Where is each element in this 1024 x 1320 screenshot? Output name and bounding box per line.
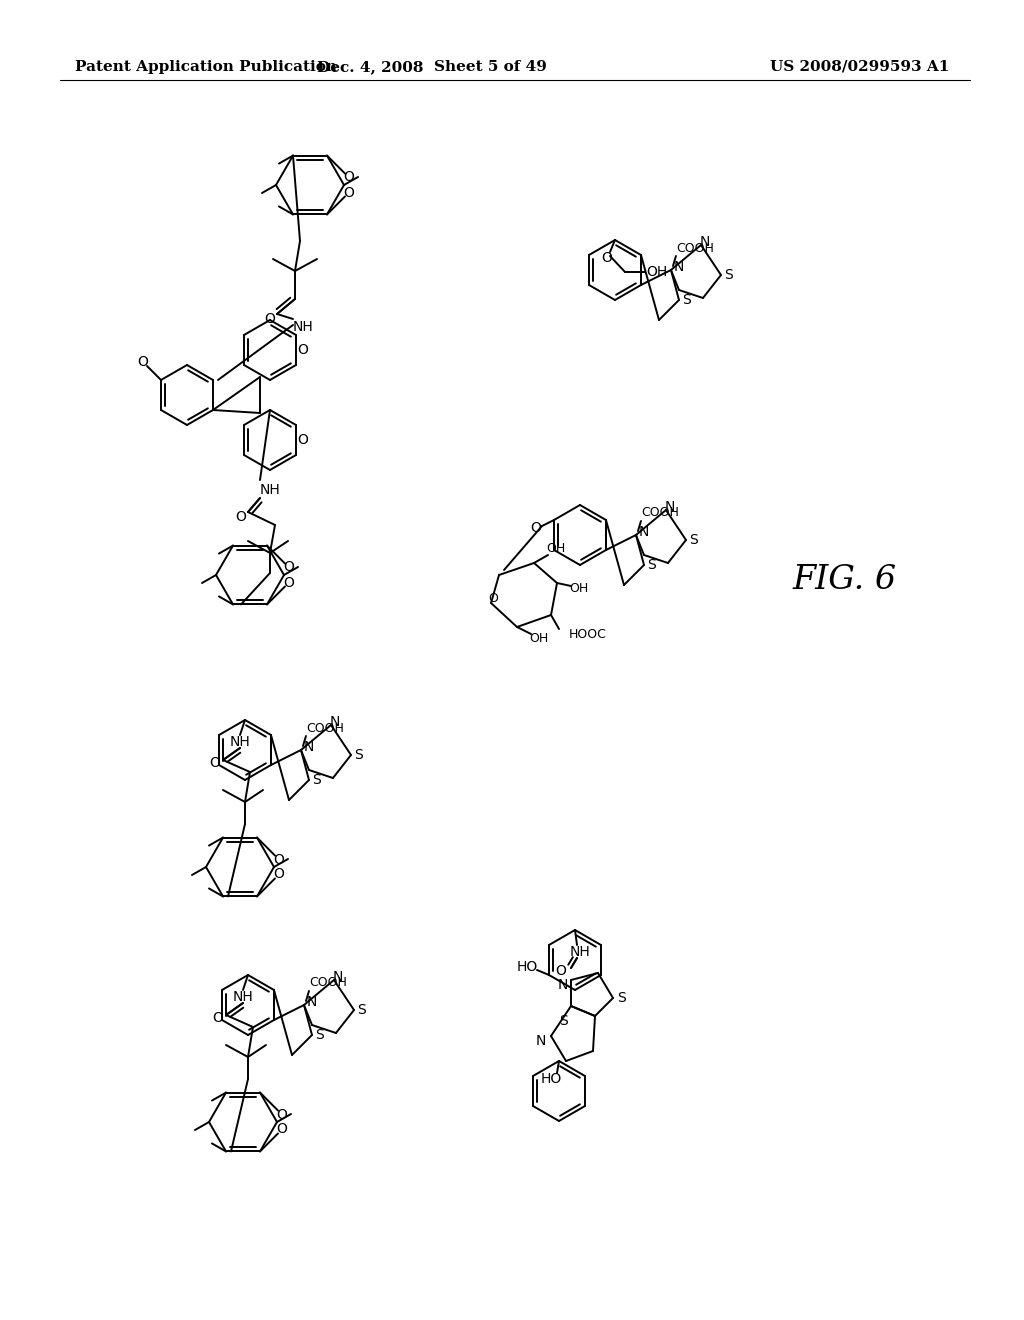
Text: COOH: COOH (309, 977, 347, 990)
Text: O: O (556, 964, 566, 978)
Text: Dec. 4, 2008: Dec. 4, 2008 (316, 59, 423, 74)
Text: O: O (213, 1011, 223, 1026)
Text: NH: NH (260, 483, 281, 498)
Text: S: S (683, 293, 691, 308)
Text: S: S (312, 774, 322, 787)
Text: S: S (357, 1003, 367, 1016)
Text: O: O (530, 521, 542, 535)
Text: NH: NH (232, 990, 253, 1005)
Text: N: N (665, 500, 675, 513)
Text: HO: HO (541, 1072, 561, 1086)
Text: N: N (330, 715, 340, 729)
Text: NH: NH (569, 945, 591, 960)
Text: O: O (276, 1122, 288, 1137)
Text: O: O (298, 343, 308, 356)
Text: OH: OH (529, 632, 549, 645)
Text: O: O (137, 355, 148, 370)
Text: O: O (273, 853, 285, 866)
Text: N: N (536, 1034, 546, 1048)
Text: HOOC: HOOC (569, 628, 607, 642)
Text: N: N (304, 741, 314, 754)
Text: O: O (264, 312, 275, 326)
Text: COOH: COOH (676, 242, 714, 255)
Text: N: N (558, 978, 568, 993)
Text: S: S (689, 533, 698, 546)
Text: S: S (616, 991, 626, 1005)
Text: O: O (236, 510, 247, 524)
Text: N: N (699, 235, 711, 249)
Text: N: N (307, 995, 317, 1008)
Text: O: O (276, 1107, 288, 1122)
Text: S: S (725, 268, 733, 282)
Text: S: S (354, 748, 364, 762)
Text: O: O (344, 186, 354, 201)
Text: O: O (210, 756, 220, 770)
Text: O: O (298, 433, 308, 447)
Text: HO: HO (516, 960, 538, 974)
Text: O: O (284, 560, 295, 574)
Text: Sheet 5 of 49: Sheet 5 of 49 (433, 59, 547, 74)
Text: S: S (315, 1028, 325, 1041)
Text: OH: OH (547, 541, 565, 554)
Text: O: O (284, 577, 295, 590)
Text: FIG. 6: FIG. 6 (793, 564, 897, 597)
Text: O: O (344, 169, 354, 183)
Text: COOH: COOH (306, 722, 344, 734)
Text: N: N (333, 970, 343, 983)
Text: NH: NH (229, 735, 251, 748)
Text: S: S (647, 558, 656, 572)
Text: O: O (273, 867, 285, 882)
Text: OH: OH (569, 582, 589, 594)
Text: N: N (639, 525, 649, 539)
Text: N: N (674, 260, 684, 275)
Text: OH: OH (646, 265, 668, 279)
Text: Patent Application Publication: Patent Application Publication (75, 59, 337, 74)
Text: COOH: COOH (641, 507, 679, 520)
Text: S: S (559, 1014, 567, 1028)
Text: O: O (488, 593, 498, 606)
Text: US 2008/0299593 A1: US 2008/0299593 A1 (770, 59, 949, 74)
Text: O: O (601, 251, 612, 265)
Text: NH: NH (293, 319, 313, 334)
